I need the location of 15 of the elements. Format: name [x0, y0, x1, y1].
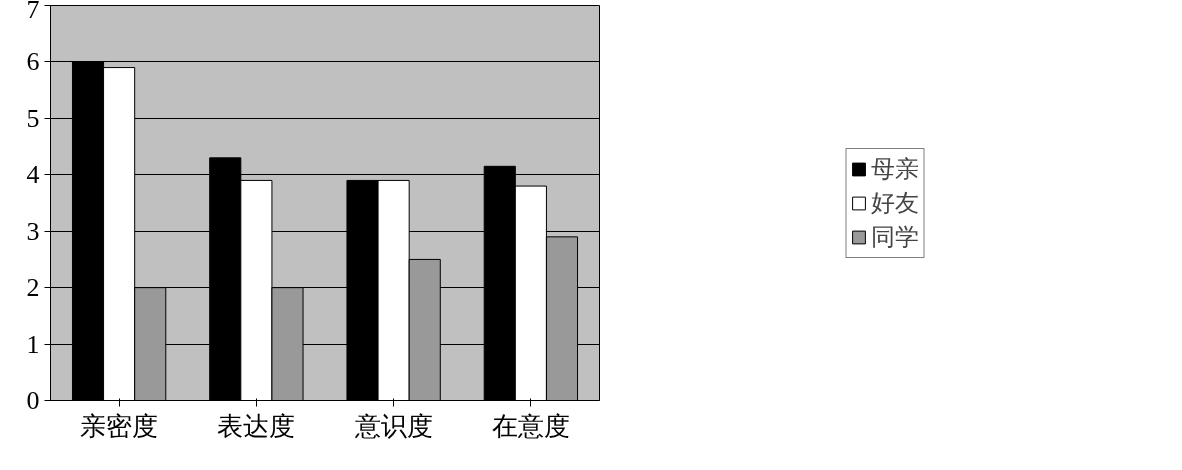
legend-label: 同学 [871, 222, 919, 252]
y-tick-label: 3 [26, 216, 40, 246]
x-tick-label: 意识度 [353, 411, 433, 441]
x-tick-label: 表达度 [217, 411, 296, 441]
y-tick-label: 5 [26, 103, 40, 133]
y-tick-label: 7 [26, 0, 40, 24]
legend-label: 母亲 [871, 154, 919, 184]
y-tick-label: 1 [26, 329, 40, 359]
x-tick-label: 在意度 [491, 411, 570, 441]
x-tick-label: 亲密度 [80, 411, 159, 441]
y-tick-label: 4 [26, 160, 40, 190]
legend-label: 好友 [871, 188, 919, 218]
y-tick-label: 0 [26, 386, 40, 415]
y-tick-label: 6 [26, 47, 40, 77]
y-tick-label: 2 [26, 273, 40, 303]
